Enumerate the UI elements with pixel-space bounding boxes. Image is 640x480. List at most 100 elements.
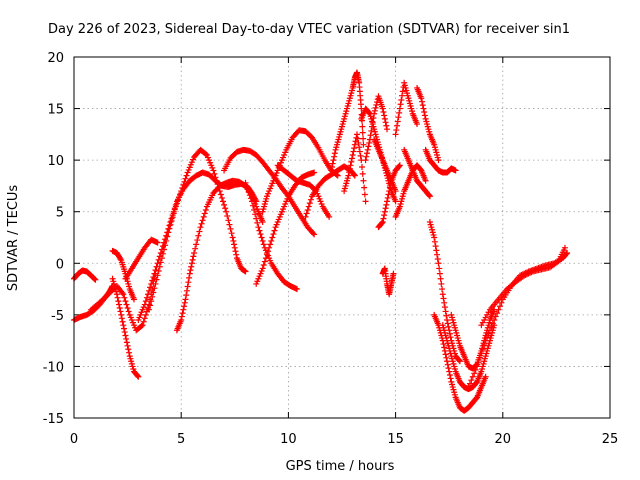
data-point xyxy=(434,255,441,262)
data-point xyxy=(256,227,263,234)
data-point xyxy=(373,101,380,108)
data-point xyxy=(121,325,128,332)
data-point xyxy=(125,308,132,315)
data-series-track xyxy=(448,306,498,372)
data-point xyxy=(168,217,175,224)
data-series-track xyxy=(414,84,442,164)
data-point xyxy=(495,306,502,313)
data-point xyxy=(444,317,451,324)
y-tick-label: -5 xyxy=(51,309,64,324)
data-point xyxy=(437,275,444,282)
data-point xyxy=(443,312,450,319)
data-series-track xyxy=(173,177,266,334)
data-point xyxy=(392,131,399,138)
data-point xyxy=(245,189,252,196)
data-point xyxy=(359,123,366,130)
data-point xyxy=(118,315,125,322)
data-point xyxy=(481,341,488,348)
data-point xyxy=(446,327,453,334)
data-series-track xyxy=(242,179,300,293)
y-tick-label: 0 xyxy=(56,257,64,272)
data-point xyxy=(435,157,442,164)
data-point xyxy=(151,285,158,292)
data-point xyxy=(356,148,363,155)
data-point xyxy=(302,213,309,220)
data-point xyxy=(123,335,130,342)
data-point xyxy=(169,214,176,221)
x-tick-label: 0 xyxy=(70,432,78,447)
data-series-track xyxy=(392,162,429,220)
data-point xyxy=(328,164,335,171)
data-point xyxy=(174,197,181,204)
data-point xyxy=(259,237,266,244)
data-point xyxy=(456,358,463,365)
data-point xyxy=(328,167,335,174)
data-point xyxy=(260,262,267,269)
data-point xyxy=(193,241,200,248)
data-point xyxy=(220,198,227,205)
data-point xyxy=(399,92,406,99)
data-point xyxy=(561,244,568,251)
data-point xyxy=(253,215,260,222)
data-point xyxy=(441,304,448,311)
data-point xyxy=(382,119,389,126)
data-point xyxy=(210,167,217,174)
data-point xyxy=(242,268,249,275)
data-point xyxy=(131,296,138,303)
data-point xyxy=(259,219,266,226)
data-point xyxy=(446,330,453,337)
data-point xyxy=(394,122,401,129)
data-point xyxy=(345,172,352,179)
data-point xyxy=(122,332,129,339)
data-point xyxy=(395,114,402,121)
data-point xyxy=(353,134,360,141)
data-point xyxy=(360,177,367,184)
data-point xyxy=(452,167,459,174)
data-point xyxy=(475,359,482,366)
data-point xyxy=(394,118,401,125)
data-point xyxy=(231,241,238,248)
data-point xyxy=(184,283,191,290)
data-point xyxy=(311,169,318,176)
data-point xyxy=(329,160,336,167)
data-point xyxy=(306,200,313,207)
data-point xyxy=(445,323,452,330)
data-point xyxy=(134,372,141,379)
data-point xyxy=(414,121,421,128)
data-point xyxy=(474,363,481,370)
data-point xyxy=(426,192,433,199)
data-point xyxy=(379,105,386,112)
data-point xyxy=(124,304,131,311)
data-point xyxy=(187,267,194,274)
data-point xyxy=(361,184,368,191)
data-point xyxy=(123,301,130,308)
data-point xyxy=(267,241,274,248)
data-point xyxy=(135,373,142,380)
data-point xyxy=(255,224,262,231)
plot-frame xyxy=(73,56,611,419)
data-point xyxy=(381,112,388,119)
data-point xyxy=(217,191,224,198)
x-axis-label: GPS time / hours xyxy=(286,459,395,474)
data-point xyxy=(154,239,161,246)
data-point xyxy=(496,303,503,310)
data-point xyxy=(140,318,147,325)
data-point xyxy=(310,230,317,237)
data-point xyxy=(371,110,378,117)
data-point xyxy=(471,370,478,377)
data-point xyxy=(331,153,338,160)
data-point xyxy=(248,198,255,205)
data-point xyxy=(142,311,149,318)
data-point xyxy=(144,291,151,298)
data-point xyxy=(383,201,390,208)
data-series-track xyxy=(379,265,397,298)
data-point xyxy=(225,217,232,224)
data-point xyxy=(165,229,172,236)
y-tick-label: -10 xyxy=(43,360,64,375)
data-point xyxy=(482,373,489,380)
y-tick-label: 5 xyxy=(56,206,64,221)
x-tick-label: 5 xyxy=(177,432,185,447)
data-point xyxy=(182,175,189,182)
data-point xyxy=(381,208,388,215)
data-point xyxy=(354,131,361,138)
